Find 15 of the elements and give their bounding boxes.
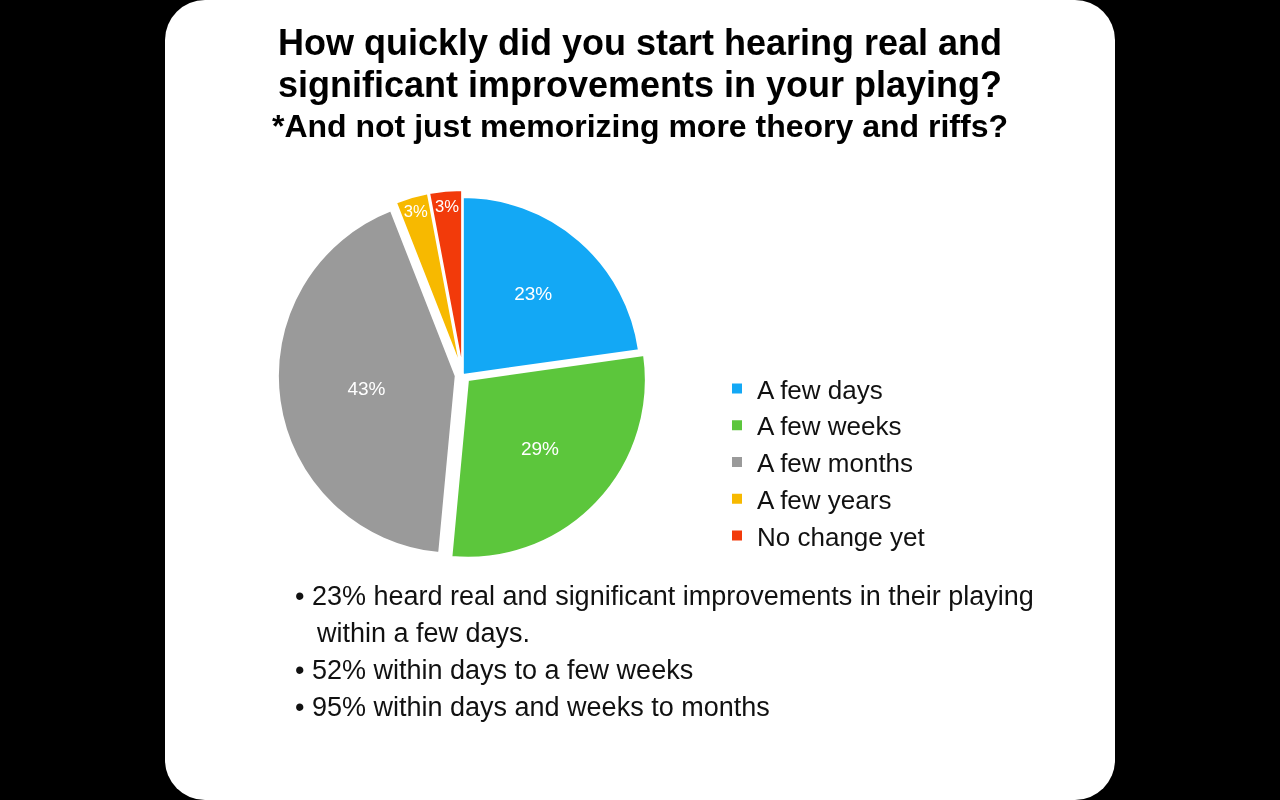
legend-label: A few days: [757, 374, 883, 405]
data-label: 3%: [403, 202, 429, 222]
data-label: 23%: [514, 283, 553, 305]
legend-label: No change yet: [757, 521, 926, 552]
legend-label: A few weeks: [757, 411, 902, 442]
text: • 52% within days to a few weeks: [295, 654, 695, 687]
data-label: 29%: [520, 438, 560, 460]
text: • 23% heard real and significant improvements in their playing within a few days.: [295, 580, 1035, 650]
chart-title: How quickly did you start hearing real and significant improvements in your playing?: [276, 22, 1004, 106]
legend-label: A few months: [757, 448, 914, 479]
data-label: 3%: [434, 196, 460, 216]
chart-subtitle: *And not just memorizing more theory and riffs?: [270, 107, 1009, 146]
text: • 95% within days and weeks to months: [295, 691, 771, 724]
legend-label: A few years: [757, 484, 892, 515]
data-label: 43%: [347, 378, 386, 400]
